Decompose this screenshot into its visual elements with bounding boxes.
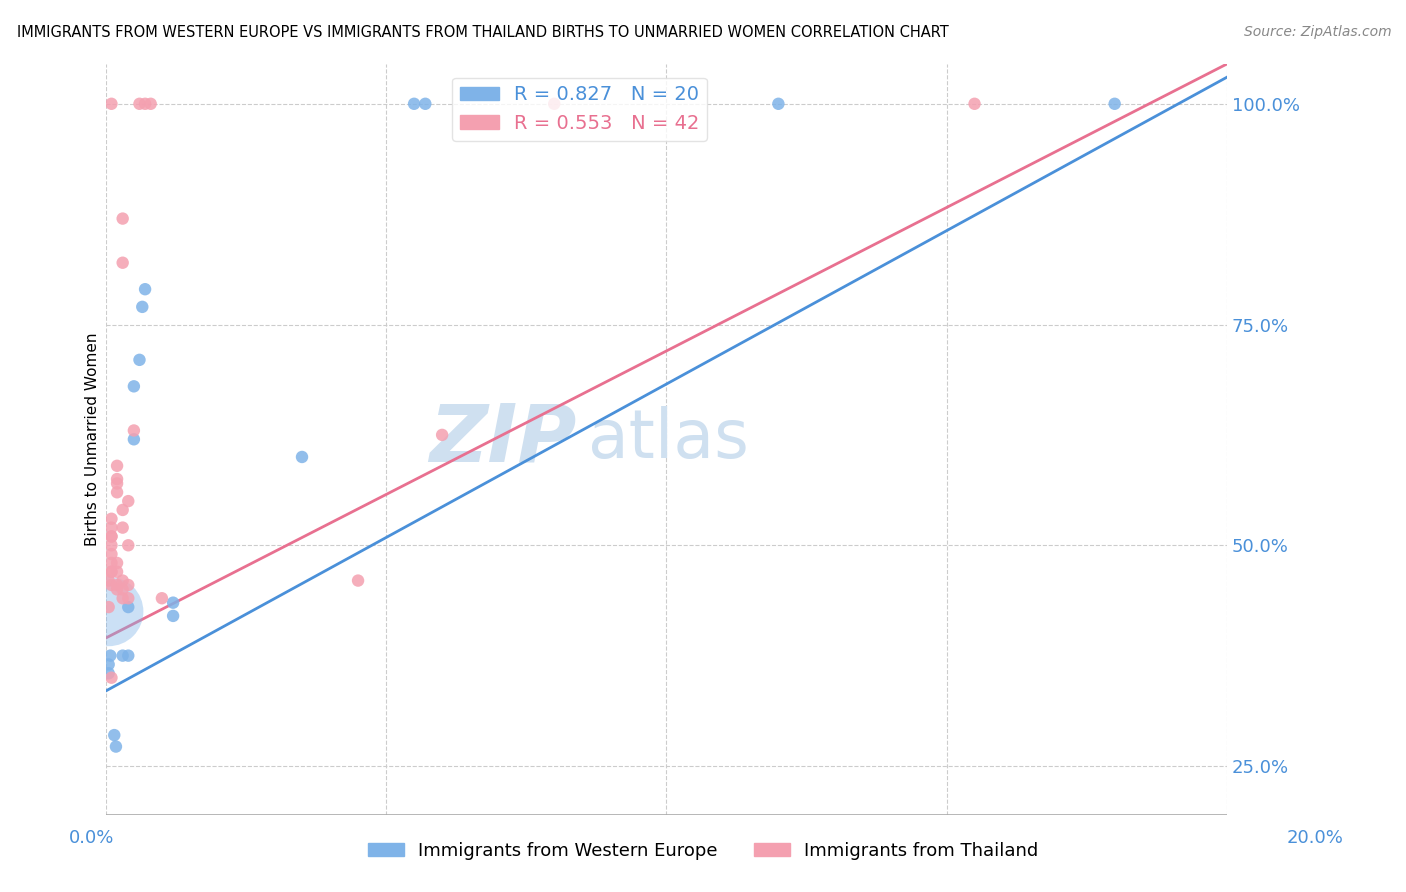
Point: [100, 565, 122, 579]
Point: [117, 494, 139, 508]
Text: Source: ZipAtlas.com: Source: ZipAtlas.com: [1244, 25, 1392, 39]
Text: atlas: atlas: [588, 407, 749, 472]
Point: [963, 96, 986, 111]
Point: [117, 538, 139, 552]
Point: [105, 565, 128, 579]
Point: [100, 671, 122, 685]
Point: [100, 529, 122, 543]
Point: [111, 503, 134, 517]
Point: [105, 476, 128, 491]
Point: [117, 600, 139, 615]
Point: [150, 591, 173, 606]
Point: [105, 582, 128, 597]
Point: [111, 582, 134, 597]
Point: [404, 96, 426, 111]
Point: [97, 574, 120, 588]
Point: [111, 211, 134, 226]
Point: [139, 96, 162, 111]
Point: [134, 96, 156, 111]
Point: [117, 591, 139, 606]
Text: ZIP: ZIP: [429, 401, 576, 478]
Point: [105, 556, 128, 570]
Point: [111, 574, 134, 588]
Point: [111, 591, 134, 606]
Y-axis label: Births to Unmarried Women: Births to Unmarried Women: [86, 333, 100, 546]
Point: [103, 728, 125, 742]
Point: [543, 96, 565, 111]
Point: [100, 556, 122, 570]
Point: [122, 424, 145, 438]
Point: [105, 458, 128, 473]
Point: [117, 578, 139, 592]
Point: [768, 96, 790, 111]
Point: [97, 605, 120, 619]
Point: [128, 96, 150, 111]
Point: [97, 666, 120, 681]
Point: [413, 96, 436, 111]
Point: [105, 472, 128, 486]
Text: 0.0%: 0.0%: [69, 829, 114, 847]
Legend: R = 0.827   N = 20, R = 0.553   N = 42: R = 0.827 N = 20, R = 0.553 N = 42: [451, 78, 707, 141]
Point: [100, 578, 122, 592]
Point: [111, 256, 134, 270]
Point: [111, 520, 134, 534]
Point: [100, 538, 122, 552]
Point: [131, 300, 153, 314]
Point: [100, 512, 122, 526]
Point: [100, 547, 122, 561]
Point: [162, 608, 184, 623]
Text: 20.0%: 20.0%: [1286, 829, 1343, 847]
Point: [105, 578, 128, 592]
Point: [111, 648, 134, 663]
Point: [1104, 96, 1126, 111]
Text: IMMIGRANTS FROM WESTERN EUROPE VS IMMIGRANTS FROM THAILAND BIRTHS TO UNMARRIED W: IMMIGRANTS FROM WESTERN EUROPE VS IMMIGR…: [17, 25, 949, 40]
Point: [100, 520, 122, 534]
Point: [105, 485, 128, 500]
Point: [97, 657, 120, 672]
Point: [122, 379, 145, 393]
Point: [291, 450, 314, 464]
Legend: Immigrants from Western Europe, Immigrants from Thailand: Immigrants from Western Europe, Immigran…: [360, 835, 1046, 867]
Point: [100, 565, 122, 579]
Point: [100, 529, 122, 543]
Point: [98, 648, 121, 663]
Point: [117, 648, 139, 663]
Point: [134, 282, 156, 296]
Point: [104, 739, 127, 754]
Point: [122, 432, 145, 446]
Point: [97, 600, 120, 615]
Point: [100, 96, 122, 111]
Point: [128, 352, 150, 367]
Point: [347, 574, 370, 588]
Point: [430, 428, 453, 442]
Point: [162, 596, 184, 610]
